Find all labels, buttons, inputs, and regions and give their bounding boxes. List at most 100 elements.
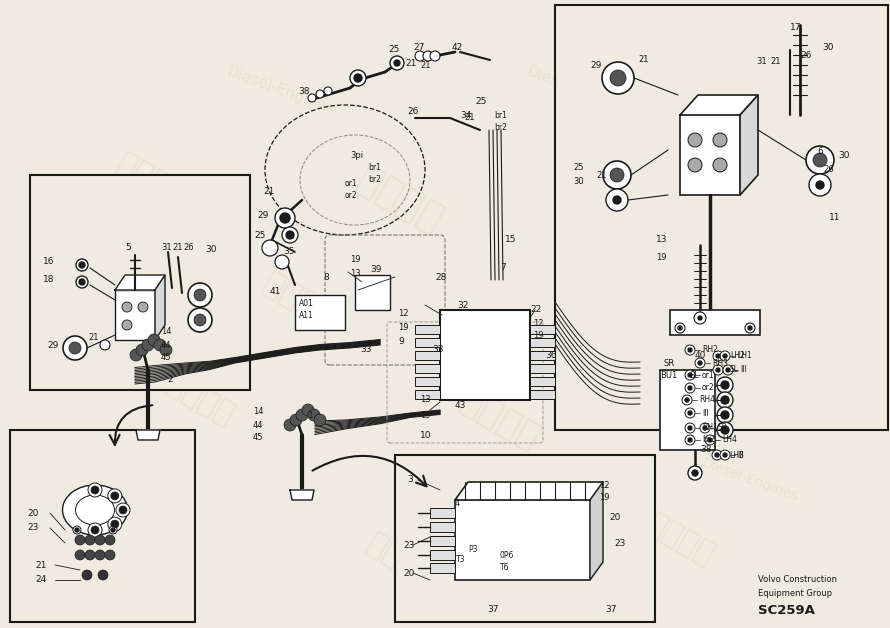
Circle shape — [685, 398, 689, 402]
Text: 26: 26 — [407, 107, 418, 117]
Bar — [670, 310, 760, 335]
Text: 44: 44 — [161, 340, 172, 350]
Circle shape — [275, 255, 289, 269]
Text: 27: 27 — [413, 43, 425, 51]
Text: LH4: LH4 — [722, 435, 737, 445]
Circle shape — [394, 60, 400, 66]
Bar — [10, 430, 195, 622]
Circle shape — [75, 535, 85, 545]
Text: SR: SR — [717, 423, 727, 433]
Text: 23: 23 — [403, 541, 415, 550]
Text: 45: 45 — [253, 433, 263, 441]
Bar — [660, 370, 715, 450]
Circle shape — [610, 70, 626, 86]
Text: 21: 21 — [638, 55, 649, 65]
Polygon shape — [680, 115, 740, 195]
Circle shape — [723, 365, 733, 375]
Polygon shape — [440, 310, 530, 400]
Text: 30: 30 — [573, 178, 584, 187]
Text: SL: SL — [689, 371, 699, 379]
Text: 19: 19 — [599, 492, 610, 502]
Bar — [115, 290, 155, 340]
Text: RH3: RH3 — [712, 359, 728, 367]
Circle shape — [748, 326, 752, 330]
Text: 19: 19 — [420, 411, 431, 420]
Text: 21: 21 — [464, 114, 474, 122]
Text: RH1: RH1 — [702, 423, 718, 433]
Bar — [30, 175, 250, 390]
Text: 20: 20 — [609, 514, 620, 522]
Text: SL: SL — [730, 365, 739, 374]
Text: 30: 30 — [205, 246, 216, 254]
Text: 15: 15 — [505, 236, 516, 244]
Text: 30: 30 — [822, 43, 834, 51]
Circle shape — [284, 419, 296, 431]
Circle shape — [692, 470, 698, 476]
Text: 12: 12 — [398, 308, 409, 318]
Text: 6: 6 — [817, 148, 822, 156]
Circle shape — [282, 227, 298, 243]
Circle shape — [112, 493, 117, 499]
Text: 10: 10 — [420, 431, 432, 440]
Circle shape — [685, 435, 695, 445]
Circle shape — [98, 570, 108, 580]
Circle shape — [694, 312, 706, 324]
Text: T6: T6 — [500, 563, 509, 571]
Text: 38: 38 — [298, 87, 310, 97]
Text: 26: 26 — [823, 166, 834, 175]
Circle shape — [716, 368, 720, 372]
Text: or2: or2 — [702, 384, 715, 392]
Text: 41: 41 — [270, 288, 281, 296]
Circle shape — [308, 94, 316, 102]
Circle shape — [88, 523, 102, 537]
Text: P3: P3 — [468, 546, 478, 555]
Bar — [415, 325, 440, 334]
Circle shape — [188, 308, 212, 332]
Circle shape — [82, 570, 92, 580]
Circle shape — [188, 283, 212, 307]
Text: 39: 39 — [370, 266, 382, 274]
Text: BU1: BU1 — [660, 371, 677, 379]
Bar — [430, 522, 455, 532]
Text: 12: 12 — [599, 480, 610, 489]
Text: 3: 3 — [407, 475, 413, 484]
Circle shape — [100, 340, 110, 350]
Circle shape — [154, 339, 166, 351]
Circle shape — [354, 74, 362, 82]
Text: 9: 9 — [398, 337, 404, 345]
Circle shape — [194, 314, 206, 326]
Bar — [430, 536, 455, 546]
Text: 19: 19 — [350, 256, 360, 264]
Circle shape — [685, 408, 695, 418]
Circle shape — [316, 90, 324, 98]
Text: 紫发动力: 紫发动力 — [711, 249, 789, 311]
Text: 3pi: 3pi — [350, 151, 363, 160]
Text: br2: br2 — [494, 122, 507, 131]
Circle shape — [606, 189, 628, 211]
Text: Diesel-Engines: Diesel-Engines — [700, 66, 800, 114]
Text: 28: 28 — [435, 274, 447, 283]
Circle shape — [112, 521, 117, 527]
Text: 24: 24 — [35, 575, 46, 585]
Circle shape — [120, 507, 126, 513]
Circle shape — [713, 365, 723, 375]
Text: or2: or2 — [345, 190, 358, 200]
Text: 25: 25 — [388, 45, 400, 55]
Text: 14: 14 — [161, 327, 172, 337]
Text: lll: lll — [740, 365, 747, 374]
Circle shape — [85, 535, 95, 545]
Circle shape — [130, 349, 142, 361]
Circle shape — [688, 133, 702, 147]
Circle shape — [79, 279, 85, 285]
Text: 25: 25 — [573, 163, 584, 171]
Text: 紫发动力: 紫发动力 — [111, 149, 189, 211]
FancyArrowPatch shape — [312, 456, 426, 486]
Circle shape — [813, 153, 827, 167]
Text: 31: 31 — [756, 58, 766, 67]
Polygon shape — [680, 95, 758, 115]
Text: 7: 7 — [500, 264, 506, 273]
Circle shape — [688, 466, 702, 480]
Text: 8: 8 — [323, 274, 328, 283]
Text: 0P6: 0P6 — [500, 551, 514, 560]
Text: LH2: LH2 — [730, 352, 745, 360]
